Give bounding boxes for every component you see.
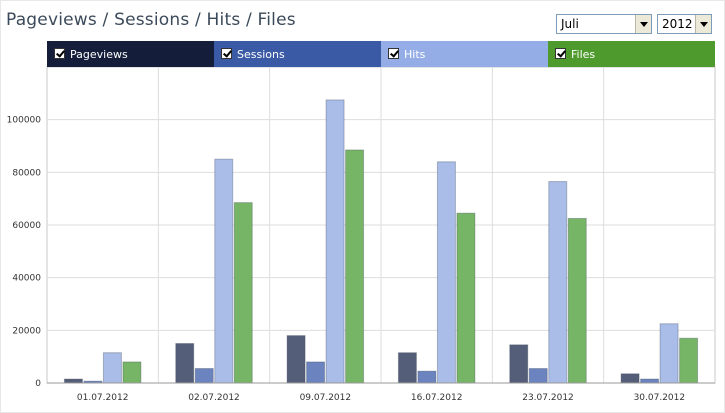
checkbox-icon[interactable]: [221, 48, 232, 59]
checkbox-icon[interactable]: [54, 48, 65, 59]
bar-sessions: [194, 368, 214, 384]
bar-files: [456, 212, 476, 384]
bar-pageviews: [286, 335, 306, 384]
y-tick-label: 40000: [12, 274, 41, 284]
legend-bar: Pageviews Sessions Hits Files: [47, 41, 715, 67]
bar-sessions: [528, 368, 548, 384]
bar-hits: [102, 352, 122, 384]
bar-sessions: [417, 370, 437, 384]
x-tick-label: 09.07.2012: [300, 393, 352, 403]
checkbox-icon[interactable]: [388, 48, 399, 59]
bar-files: [345, 149, 365, 384]
bar-pageviews: [175, 343, 195, 384]
bar-sessions: [306, 361, 326, 384]
legend-item-pageviews[interactable]: Pageviews: [47, 41, 214, 67]
y-tick-label: 20000: [12, 326, 41, 336]
bar-sessions: [640, 378, 660, 384]
legend-label: Pageviews: [70, 48, 128, 61]
y-tick-label: 100000: [7, 116, 42, 126]
y-tick-label: 60000: [12, 221, 41, 231]
x-tick-label: 16.07.2012: [411, 393, 463, 403]
bar-pageviews: [620, 373, 640, 384]
bar-hits: [548, 181, 568, 384]
year-select-value: 2012: [662, 17, 693, 31]
bar-pageviews: [397, 352, 417, 384]
x-tick-label: 23.07.2012: [522, 393, 574, 403]
legend-label: Sessions: [237, 48, 285, 61]
bar-pageviews: [63, 378, 83, 384]
year-select[interactable]: 2012: [657, 14, 712, 34]
bar-files: [679, 337, 699, 384]
bar-files: [567, 217, 587, 384]
y-tick-label: 0: [35, 379, 41, 389]
chevron-down-icon[interactable]: [695, 15, 711, 33]
legend-item-hits[interactable]: Hits: [381, 41, 548, 67]
bar-hits: [436, 161, 456, 384]
x-tick-label: 30.07.2012: [634, 393, 686, 403]
checkbox-icon[interactable]: [555, 48, 566, 59]
month-select[interactable]: Juli: [556, 14, 652, 34]
legend-item-sessions[interactable]: Sessions: [214, 41, 381, 67]
x-tick-label: 01.07.2012: [77, 393, 129, 403]
bar-files: [122, 361, 142, 384]
bar-hits: [659, 323, 679, 384]
month-select-value: Juli: [561, 17, 579, 31]
bar-hits: [214, 158, 234, 384]
page-title: Pageviews / Sessions / Hits / Files: [6, 10, 296, 30]
y-tick-label: 80000: [12, 168, 41, 178]
legend-item-files[interactable]: Files: [548, 41, 715, 67]
bar-hits: [325, 99, 345, 384]
chevron-down-icon[interactable]: [635, 15, 651, 33]
bar-pageviews: [509, 344, 529, 384]
legend-label: Hits: [404, 48, 426, 61]
legend-label: Files: [571, 48, 596, 61]
x-tick-label: 02.07.2012: [188, 393, 240, 403]
bar-files: [233, 202, 253, 384]
